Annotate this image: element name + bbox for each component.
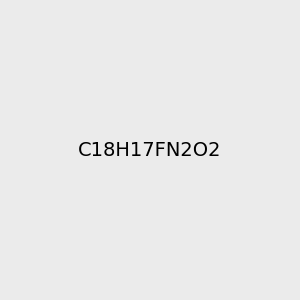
Text: C18H17FN2O2: C18H17FN2O2 [78, 140, 222, 160]
